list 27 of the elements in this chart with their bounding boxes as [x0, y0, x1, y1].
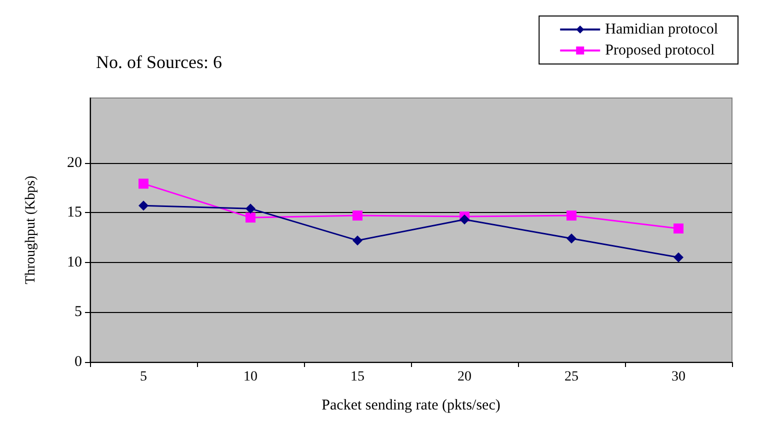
- point: [352, 235, 362, 246]
- x-tick-label: 10: [244, 370, 258, 384]
- point: [246, 204, 256, 214]
- point: [352, 210, 362, 221]
- x-tick-label: 15: [350, 370, 364, 384]
- x-tick-label: 30: [672, 370, 686, 384]
- legend-label: Hamidian protocol: [605, 22, 718, 38]
- y-tick-label: 20: [67, 154, 82, 171]
- point: [246, 212, 256, 223]
- point: [460, 214, 470, 225]
- x-tick-label: 5: [140, 370, 147, 384]
- y-tick-label: 5: [74, 304, 82, 320]
- y-axis-title: Throughput (Kbps): [24, 175, 38, 284]
- point: [138, 200, 148, 211]
- x-tick-label: 25: [564, 370, 578, 384]
- x-tick-label: 20: [458, 370, 472, 384]
- legend-label: Proposed protocol: [605, 42, 715, 58]
- point: [566, 210, 576, 221]
- point: [566, 233, 576, 244]
- point: [138, 178, 148, 189]
- y-tick-label: 15: [67, 204, 82, 221]
- point: [674, 252, 684, 262]
- y-tick-label: 0: [74, 354, 82, 370]
- point: [674, 224, 684, 234]
- y-tick-label: 10: [67, 254, 82, 270]
- x-axis-title: Packet sending rate (pkts/sec): [322, 398, 500, 414]
- text: No. of Sources: 6: [96, 52, 222, 72]
